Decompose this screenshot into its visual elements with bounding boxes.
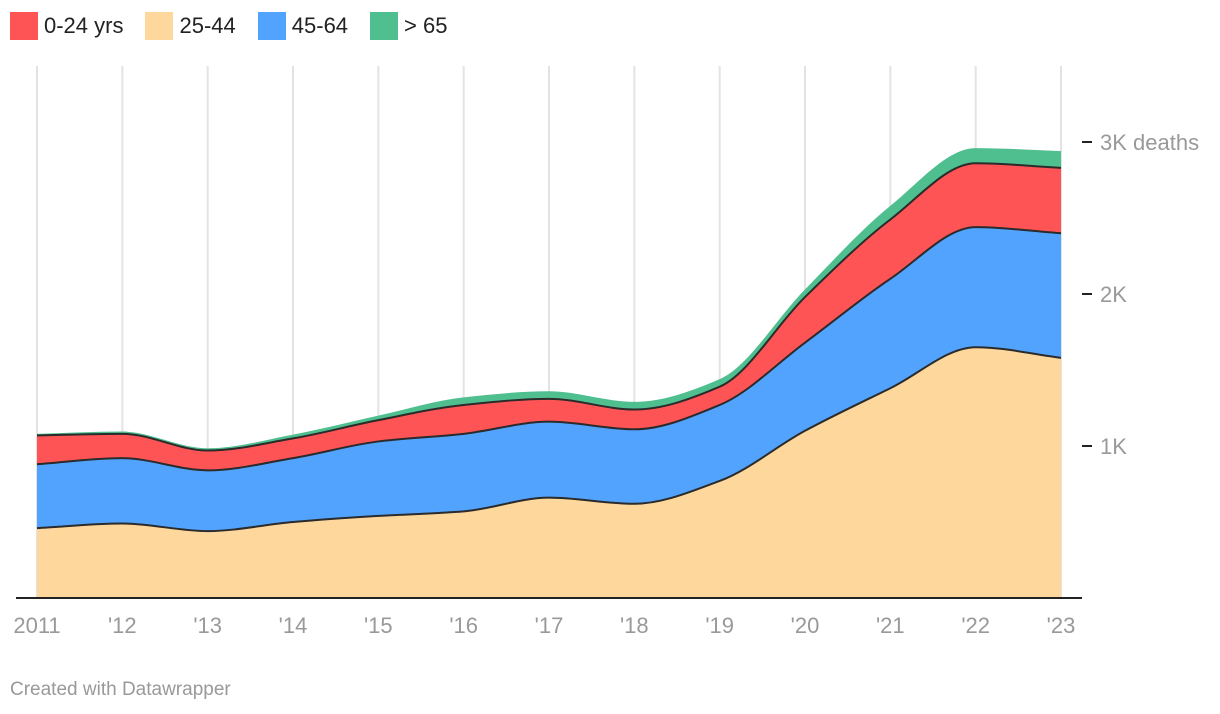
y-tick-label: 2K [1100, 282, 1127, 307]
area-45-64 [37, 227, 1061, 532]
x-tick-label: '18 [620, 613, 649, 638]
series-boundary-line [36, 162, 1062, 452]
chart-legend: 0-24 yrs 25-44 45-64 > 65 [10, 12, 469, 40]
x-tick-label: '20 [791, 613, 820, 638]
x-tick-label: '17 [535, 613, 564, 638]
legend-item: 25-44 [145, 12, 236, 40]
legend-swatch [257, 12, 286, 40]
datawrapper-credit: Created with Datawrapper [10, 679, 231, 700]
x-tick-label: '16 [449, 613, 478, 638]
x-tick-label: '22 [961, 613, 990, 638]
y-axis-labels: 1K 2K 3K deaths [1082, 130, 1199, 459]
legend-swatch [10, 12, 38, 40]
area-layers [37, 148, 1061, 598]
x-tick-label: '15 [364, 613, 393, 638]
y-tick-label: 3K deaths [1100, 130, 1199, 155]
legend-swatch [145, 12, 174, 40]
x-tick-label: '14 [279, 613, 308, 638]
x-tick-label: '23 [1047, 613, 1076, 638]
legend-swatch [370, 12, 399, 40]
x-tick-label: '12 [108, 613, 137, 638]
area-0-24-yrs [37, 163, 1061, 471]
x-tick-label: '13 [193, 613, 222, 638]
series-boundaries [36, 162, 1062, 533]
area-25-44 [37, 347, 1061, 598]
legend-label: 45-64 [291, 13, 349, 38]
legend-item: 45-64 [257, 12, 349, 40]
legend-item: 0-24 yrs [10, 12, 123, 40]
x-axis-labels: 2011 '12 '13 '14 '15 '16 '17 '18 '19 '20 '21 '22 '23 [13, 613, 1075, 638]
y-tick-label: 1K [1100, 434, 1127, 459]
x-tick-label: 2011 [13, 613, 60, 638]
legend-item: > 65 [370, 12, 447, 40]
series-boundary-line [36, 226, 1062, 472]
x-tick-label: '19 [705, 613, 734, 638]
series-boundary-line [36, 346, 1062, 533]
legend-label: 25-44 [179, 13, 236, 38]
legend-label: 0-24 yrs [44, 13, 124, 38]
legend-label: > 65 [404, 13, 448, 38]
x-tick-label: '21 [876, 613, 905, 638]
